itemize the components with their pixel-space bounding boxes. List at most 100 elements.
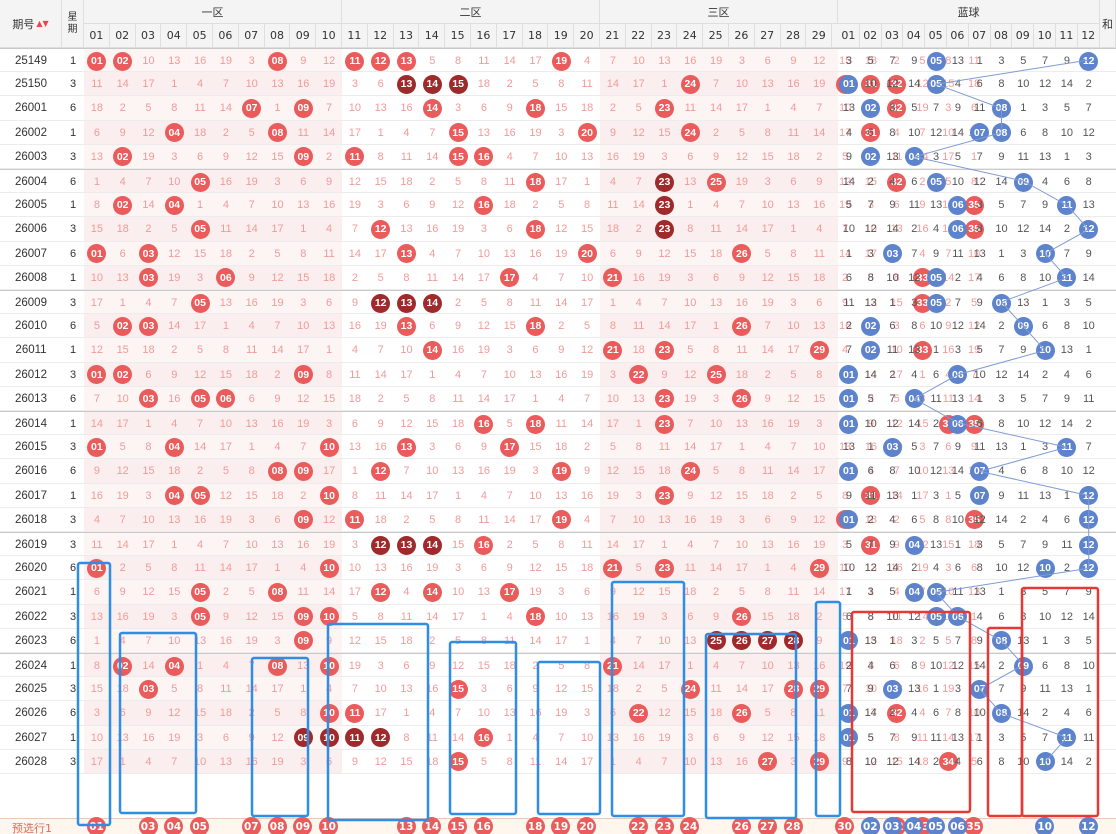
blue-miss-count: 13: [886, 489, 899, 502]
blue-miss-count: 4: [954, 78, 961, 91]
drawn-number: 02: [113, 195, 133, 215]
drawn-number: 32: [887, 98, 907, 118]
drawn-blue-number: 06: [948, 195, 968, 215]
drawn-number: 10: [319, 656, 339, 676]
predicted-red-number[interactable]: 13: [396, 817, 416, 834]
predicted-red-number[interactable]: 23: [654, 817, 674, 834]
predicted-red-number[interactable]: 07: [241, 817, 261, 834]
miss-count: 2: [893, 55, 900, 67]
drawn-blue-number: 12: [1079, 51, 1099, 71]
drawn-number: 01: [87, 558, 107, 578]
blue-miss-count: 1: [1063, 489, 1070, 502]
predicted-red-number[interactable]: 18: [525, 817, 545, 834]
red-ball: 26: [729, 242, 755, 266]
miss-count: 2: [171, 344, 178, 357]
predicted-red-number[interactable]: 30: [835, 817, 855, 834]
blue-miss-count: 13: [973, 586, 986, 599]
miss-count: 5: [635, 102, 642, 115]
predicted-blue-number[interactable]: 05: [926, 817, 946, 834]
weekday: 6: [69, 320, 77, 333]
miss-count: 6: [919, 320, 926, 333]
predicted-red-number[interactable]: 28: [783, 817, 803, 834]
blue-miss-count: 3: [1085, 150, 1092, 163]
miss-count: 15: [451, 539, 465, 551]
miss-count: 2: [351, 271, 358, 284]
miss-count: 8: [609, 320, 616, 333]
blue-miss-count: 9: [889, 199, 896, 212]
blue-miss-count: 8: [976, 562, 983, 575]
predicted-red-number[interactable]: 20: [577, 817, 597, 834]
miss-count: 14: [322, 126, 336, 139]
drawn-blue-number: 11: [1057, 728, 1077, 748]
blue-miss-count: 14: [1082, 610, 1095, 623]
drawn-number: 02: [113, 51, 133, 71]
red-ball: 11: [342, 145, 368, 169]
miss-count: 12: [761, 271, 774, 284]
miss-count: 12: [890, 418, 903, 430]
drawn-number: 19: [551, 510, 571, 530]
period-id: 26011: [15, 344, 47, 357]
predicted-red-number[interactable]: 03: [138, 817, 158, 834]
drawn-blue-number: 02: [861, 316, 881, 336]
red-ball: 07: [239, 96, 265, 120]
red-ball: 12: [368, 580, 394, 604]
blue-miss-count: 13: [929, 199, 943, 212]
miss-count: 6: [480, 562, 487, 575]
predicted-red-number[interactable]: 35: [964, 817, 984, 834]
miss-count: 1: [584, 634, 591, 647]
miss-count: 14: [451, 271, 465, 284]
miss-count: 19: [838, 660, 852, 672]
predicted-red-number[interactable]: 09: [293, 817, 313, 834]
predicted-red-number[interactable]: 04: [164, 817, 184, 834]
predicted-blue-number[interactable]: 06: [948, 817, 967, 834]
miss-count: 1: [687, 199, 694, 212]
miss-count: 8: [300, 247, 307, 260]
predicted-red-number[interactable]: 24: [680, 817, 700, 834]
blue-miss-count: 11: [864, 489, 877, 502]
miss-count: 3: [197, 271, 204, 284]
predicted-red-number[interactable]: 10: [319, 817, 339, 834]
miss-count: 16: [400, 562, 413, 575]
red-col-22: 22: [625, 24, 652, 48]
predicted-red-number[interactable]: 22: [628, 817, 648, 834]
predicted-blue-number[interactable]: 04: [904, 817, 924, 834]
predicted-red-number[interactable]: 15: [448, 817, 468, 834]
red-ball: 24: [677, 121, 703, 145]
blue-miss-count: 9: [911, 731, 918, 744]
drawn-number: 23: [654, 558, 674, 578]
predicted-blue-number[interactable]: 12: [1078, 817, 1098, 834]
predicted-red-number[interactable]: 08: [267, 817, 287, 834]
predicted-red-number[interactable]: 26: [732, 817, 751, 834]
prediction-label: 预选行1: [12, 822, 52, 834]
blue-miss-count: 6: [1085, 368, 1092, 381]
drawn-number: 35: [964, 219, 984, 239]
period-header[interactable]: 期号 ▲▼: [0, 0, 62, 48]
red-ball: 05: [187, 387, 213, 411]
predicted-blue-number[interactable]: 10: [1035, 817, 1055, 834]
miss-count: 14: [116, 539, 129, 551]
miss-count: 3: [274, 634, 281, 647]
sort-arrow-icon[interactable]: ▲▼: [36, 19, 49, 28]
predicted-blue-number[interactable]: 03: [882, 817, 902, 834]
predicted-red-number[interactable]: 16: [474, 817, 493, 834]
predicted-red-number[interactable]: 01: [87, 817, 106, 834]
miss-count: 3: [377, 199, 384, 212]
drawn-blue-number: 01: [839, 703, 859, 723]
miss-count: 9: [119, 126, 126, 139]
zone-stripe: [84, 72, 342, 96]
miss-count: 5: [403, 392, 410, 405]
predicted-blue-number[interactable]: 02: [860, 817, 880, 834]
miss-count: 2: [842, 271, 849, 284]
miss-count: 10: [271, 199, 284, 212]
drawn-number: 32: [887, 172, 907, 192]
drawn-blue-number: 05: [926, 582, 946, 602]
miss-count: 13: [761, 539, 774, 551]
drawn-number: 01: [87, 244, 107, 264]
weekday: 1: [69, 489, 77, 502]
predicted-red-number[interactable]: 05: [190, 817, 210, 834]
red-ball: 31: [858, 484, 884, 508]
predicted-red-number[interactable]: 19: [551, 817, 571, 834]
predicted-red-number[interactable]: 27: [757, 817, 777, 834]
drawn-number: 14: [422, 582, 442, 602]
predicted-red-number[interactable]: 14: [422, 817, 442, 834]
